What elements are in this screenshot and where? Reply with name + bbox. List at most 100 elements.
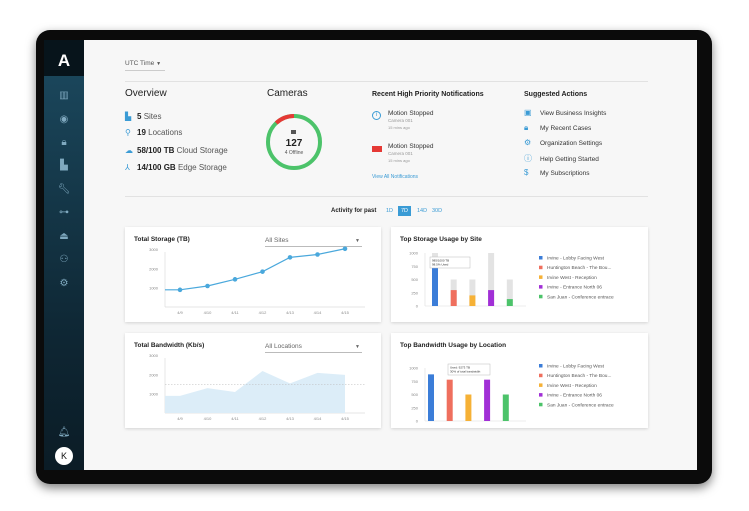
legend-label: Irvine West - Reception bbox=[547, 383, 597, 389]
data-point bbox=[205, 283, 210, 289]
legend-swatch bbox=[539, 383, 543, 387]
tooltip-line: Used: 9273 TB bbox=[450, 366, 470, 370]
y-tick-label: 1000 bbox=[149, 391, 159, 396]
sidebar: ▥ ◉ 🔒︎ ▙ 🔧︎ ⊶ ⏏ ⚇ ⚙ 🔔︎ bbox=[44, 40, 84, 470]
gear-icon: ⚙ bbox=[524, 138, 532, 147]
legend-swatch bbox=[539, 285, 543, 289]
tab-14d[interactable]: 14D bbox=[417, 208, 428, 214]
sidebar-item-gear[interactable]: ⚙ bbox=[59, 278, 69, 289]
action-my-recent-cases[interactable]: 🔒︎ My Recent Cases bbox=[524, 123, 592, 132]
timezone-select[interactable]: UTC Time ▼ bbox=[125, 60, 165, 71]
y-tick-label: 3000 bbox=[149, 353, 159, 358]
top-bandwidth-chart: 0 250 500 750 1000 Irvine - Lobby Facing West… bbox=[409, 364, 614, 424]
chart-title: Top Bandwidth Usage by Location bbox=[400, 342, 507, 349]
x-tick-label: 4/11 bbox=[231, 310, 239, 315]
legend-swatch bbox=[539, 364, 543, 368]
action-help-getting-started[interactable]: ⓘ Help Getting Started bbox=[524, 154, 599, 163]
overview-title: Overview bbox=[125, 88, 167, 99]
top-storage-card: Top Storage Usage by Site 0 250 500 750 1000… bbox=[391, 227, 648, 322]
storage-line bbox=[165, 248, 346, 291]
legend-label: Irvine - Lobby Facing West bbox=[547, 256, 605, 262]
notification-time: 15 mins ago bbox=[388, 158, 410, 163]
sites-dropdown[interactable]: All Sites ▼ bbox=[265, 237, 362, 247]
x-tick-label: 4/13 bbox=[286, 416, 295, 421]
data-point bbox=[342, 246, 348, 252]
bell-icon[interactable]: 🔔︎ bbox=[57, 427, 71, 438]
locations-dropdown[interactable]: All Locations ▼ bbox=[265, 343, 362, 353]
legend-swatch bbox=[539, 294, 543, 299]
total-bandwidth-card: Total Bandwidth (Kb/s) All Locations ▼ 10… bbox=[125, 333, 381, 428]
notification-source: Camera 001 bbox=[388, 151, 413, 156]
bar bbox=[506, 299, 513, 306]
x-tick-label: 4/15 bbox=[341, 416, 350, 421]
legend-swatch bbox=[539, 373, 543, 378]
action-my-subscriptions[interactable]: $ My Subscriptions bbox=[524, 168, 590, 177]
legend-label: Irvine - Lobby Facing West bbox=[547, 364, 605, 370]
chart-title: Total Bandwidth (Kb/s) bbox=[134, 342, 205, 349]
top-bandwidth-card: Top Bandwidth Usage by Location 0 250 500 7… bbox=[391, 333, 648, 428]
legend-swatch bbox=[539, 393, 543, 397]
x-tick-label: 4/13 bbox=[286, 310, 295, 315]
legend-label: San Juan - Conference entrace bbox=[547, 294, 614, 300]
notification-title: Motion Stopped bbox=[388, 110, 434, 117]
bar bbox=[502, 394, 509, 421]
data-point bbox=[315, 252, 320, 257]
top-storage-chart: 0 250 500 750 1000 Irvine - Lobby Facing West… bbox=[409, 251, 614, 309]
legend-swatch bbox=[539, 402, 543, 407]
y-tick-label: 750 bbox=[411, 379, 418, 384]
view-all-notifications-link[interactable]: View All Notifications bbox=[372, 174, 419, 180]
sidebar-item-workflow[interactable]: ⊶ bbox=[59, 207, 69, 218]
action-view-business-insights[interactable]: ▣ View Business Insights bbox=[524, 108, 607, 117]
chevron-down-icon: ▼ bbox=[156, 61, 162, 67]
x-tick-label: 4/15 bbox=[341, 310, 350, 315]
sidebar-item-lock[interactable]: 🔒︎ bbox=[61, 137, 67, 148]
offline-arc bbox=[274, 114, 295, 125]
data-point bbox=[287, 255, 293, 260]
y-tick-label: 500 bbox=[411, 392, 418, 397]
bar bbox=[484, 379, 491, 421]
y-tick-label: 250 bbox=[411, 290, 418, 295]
tab-1d[interactable]: 1D bbox=[386, 208, 394, 214]
sidebar-item-dashboard[interactable]: ▥ bbox=[59, 90, 69, 101]
data-point bbox=[177, 287, 183, 293]
pin-icon: ⚲ bbox=[125, 128, 131, 137]
avatar[interactable]: K bbox=[55, 447, 73, 465]
sidebar-item-buildings[interactable]: ▙ bbox=[60, 160, 68, 171]
bar bbox=[446, 379, 453, 421]
x-tick-label: 4/9 bbox=[177, 310, 183, 315]
action-organization-settings[interactable]: ⚙ Organization Settings bbox=[524, 138, 603, 147]
bar bbox=[465, 394, 472, 421]
suggested-actions-title: Suggested Actions bbox=[524, 91, 588, 98]
y-tick-label: 0 bbox=[416, 304, 419, 309]
data-point bbox=[260, 269, 265, 274]
cameras-donut[interactable]: 127 4 Offline bbox=[260, 112, 328, 172]
chart-title: Top Storage Usage by Site bbox=[400, 236, 482, 243]
chart-title: Total Storage (TB) bbox=[134, 236, 190, 243]
cameras-offline: 4 Offline bbox=[285, 150, 304, 156]
y-tick-label: 1000 bbox=[409, 366, 419, 371]
x-tick-label: 4/11 bbox=[231, 416, 239, 421]
y-tick-label: 3000 bbox=[149, 247, 159, 252]
y-tick-label: 250 bbox=[411, 405, 418, 410]
cameras-total: 127 bbox=[286, 138, 303, 149]
y-tick-label: 0 bbox=[416, 419, 419, 424]
bar bbox=[432, 257, 438, 306]
tab-7d[interactable]: 7D bbox=[398, 206, 412, 216]
divider bbox=[125, 196, 648, 197]
bar bbox=[428, 374, 434, 421]
sidebar-item-alarm[interactable]: ⏏ bbox=[59, 231, 69, 242]
y-tick-label: 1000 bbox=[149, 285, 159, 290]
legend-swatch bbox=[539, 256, 543, 260]
sidebar-item-wrench[interactable]: 🔧︎ bbox=[57, 184, 71, 195]
timezone-value: UTC Time bbox=[125, 60, 155, 67]
sidebar-item-users[interactable]: ⚇ bbox=[59, 254, 69, 265]
tab-30d[interactable]: 30D bbox=[432, 208, 443, 214]
tooltip-line: 98.5% Used bbox=[432, 263, 449, 267]
chevron-down-icon: ▼ bbox=[355, 344, 360, 350]
sidebar-item-eye[interactable]: ◉ bbox=[59, 114, 69, 125]
legend-label: Irvine - Entrance North 06 bbox=[547, 393, 602, 399]
notifications-title: Recent High Priority Notifications bbox=[372, 91, 484, 98]
bar bbox=[469, 295, 476, 306]
info-icon: ⓘ bbox=[524, 154, 532, 163]
capacity-bar bbox=[488, 253, 495, 306]
